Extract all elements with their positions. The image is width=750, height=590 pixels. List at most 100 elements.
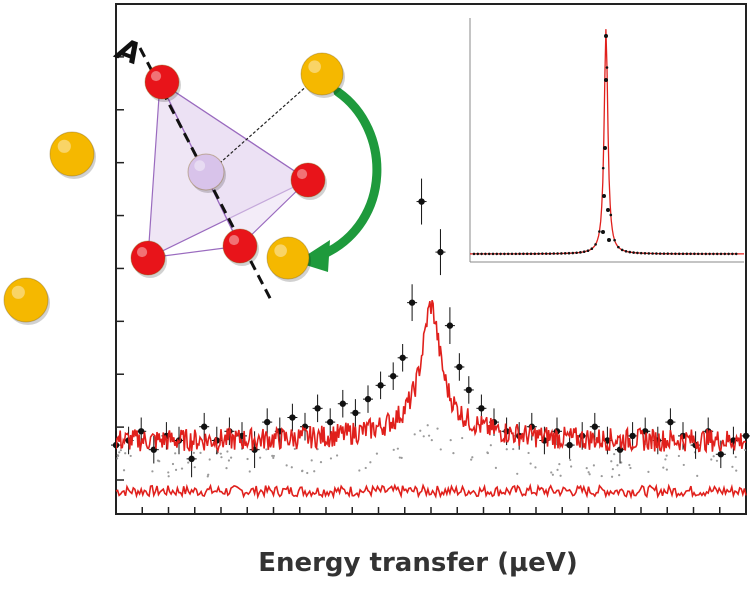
point-marker: [188, 455, 195, 463]
data-point: [350, 399, 361, 427]
inset-point: [662, 252, 666, 255]
inset-point: [723, 252, 727, 256]
inset-point: [670, 252, 673, 256]
outer-atom: [300, 52, 344, 96]
point-marker: [264, 418, 271, 426]
inset-point: [605, 66, 609, 69]
point-marker: [399, 354, 406, 361]
inset-point: [476, 252, 480, 256]
inset-peak-point: [606, 208, 610, 212]
corner-atom-highlight: [150, 70, 162, 82]
inset-point: [655, 252, 658, 255]
elastic-dot: [426, 424, 429, 427]
elastic-dot: [119, 449, 122, 452]
elastic-dot: [427, 434, 431, 437]
points-layer: [111, 178, 750, 478]
inset-point: [677, 252, 681, 256]
data-point: [444, 307, 455, 344]
inset-point: [624, 250, 628, 253]
elastic-dot: [358, 469, 361, 472]
residual-layer: [115, 482, 747, 500]
point-marker: [364, 395, 372, 403]
inset-point: [544, 252, 548, 255]
elastic-dot: [364, 466, 367, 470]
elastic-dot: [329, 457, 333, 460]
inset-peak-point: [602, 194, 606, 198]
elastic-dot: [375, 452, 379, 455]
elastic-dot: [556, 468, 559, 471]
elastic-dot: [219, 452, 222, 455]
inset-point: [715, 252, 719, 256]
elastic-dot: [529, 462, 532, 465]
inset-point: [651, 252, 654, 255]
elastic-dot: [122, 469, 126, 472]
elastic-dot: [313, 470, 316, 473]
data-point: [454, 353, 465, 381]
elastic-dot: [117, 454, 120, 458]
inset-point: [533, 252, 537, 256]
elastic-dot: [207, 473, 210, 476]
elastic-dot: [682, 463, 685, 467]
corner-atom: [222, 228, 258, 264]
elastic-dot: [613, 453, 616, 456]
outer-atom: [266, 236, 310, 280]
inset-point: [518, 252, 521, 256]
inset-point: [727, 252, 730, 256]
inset-point: [579, 251, 582, 254]
point-marker: [352, 409, 359, 417]
elastic-dot: [392, 448, 395, 451]
data-point: [397, 344, 408, 372]
corner-atom: [144, 64, 180, 100]
inset-point: [700, 252, 704, 256]
inset-peak-point: [604, 78, 608, 82]
inset-point: [658, 252, 662, 255]
inset-point: [472, 252, 476, 256]
elastic-dot: [551, 473, 554, 476]
corner-atom-highlight: [228, 234, 240, 246]
elastic-dot: [259, 456, 262, 459]
inset-point: [503, 252, 506, 256]
elastic-dot: [208, 458, 211, 461]
inset-point: [548, 252, 552, 255]
elastic-dot: [227, 459, 231, 462]
elastic-dot: [461, 436, 464, 440]
elastic-dot: [665, 454, 668, 457]
inset-point: [693, 252, 696, 256]
elastic-dot: [192, 451, 195, 454]
elastic-dot: [527, 451, 530, 455]
elastic-dot: [290, 466, 293, 469]
elastic-dot: [293, 447, 296, 451]
inset-point: [708, 252, 711, 256]
point-marker: [742, 432, 750, 440]
outer-atom: [49, 131, 95, 177]
inset-point: [681, 252, 685, 256]
elastic-dot: [396, 447, 399, 450]
inset-point: [647, 252, 651, 255]
inset-point: [734, 252, 738, 256]
elastic-dot: [398, 456, 401, 459]
elastic-dot: [124, 452, 127, 455]
inset-point: [541, 252, 544, 256]
elastic-dot: [206, 475, 209, 478]
elastic-dot: [285, 464, 288, 467]
inset-point: [552, 252, 556, 255]
elastic-dot: [174, 452, 177, 455]
inset-point: [639, 251, 643, 255]
inset-point: [582, 250, 586, 254]
point-marker: [327, 418, 334, 426]
inset-point: [609, 213, 613, 217]
point-marker: [566, 441, 573, 449]
point-marker: [629, 432, 636, 440]
elastic-dot: [265, 448, 268, 451]
elastic-dot: [662, 466, 665, 469]
elastic-dot: [369, 461, 372, 464]
elastic-dot: [629, 466, 632, 470]
inset-point: [491, 252, 495, 256]
data-point: [435, 229, 446, 276]
inset-point: [514, 252, 518, 256]
point-marker: [138, 428, 145, 435]
elastic-dot: [620, 461, 623, 464]
elastic-dot: [430, 439, 433, 442]
inset-point: [689, 252, 692, 256]
